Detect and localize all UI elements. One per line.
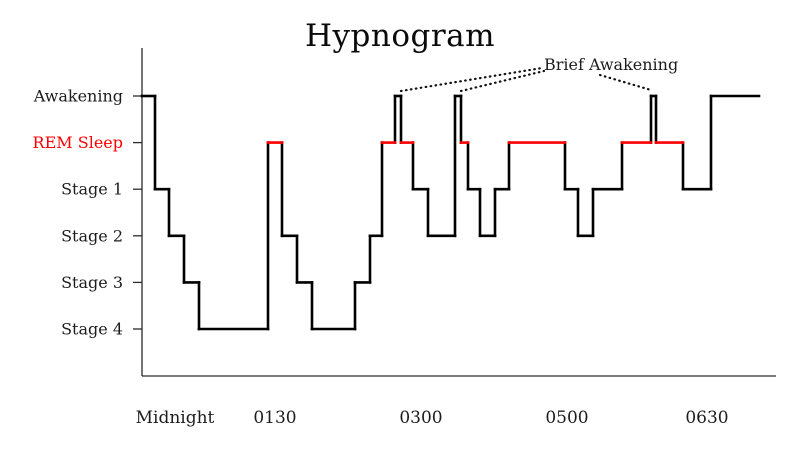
brief-awakening-annotation: Brief Awakening (544, 55, 679, 74)
y-axis-label-stage-4: Stage 4 (61, 320, 123, 339)
x-axis-label-0130: 0130 (253, 408, 296, 428)
x-axis-label-0500: 0500 (545, 408, 588, 428)
brief-awakening-connector-2 (459, 69, 546, 93)
y-axis-label-stage-3: Stage 3 (61, 273, 123, 292)
chart-title: Hypnogram (304, 18, 496, 54)
y-axis-label-awakening: Awakening (33, 87, 123, 106)
x-axis-label-0300: 0300 (399, 408, 442, 428)
brief-awakening-connector-3 (598, 73, 653, 92)
brief-awakening-connector-1 (399, 66, 544, 93)
x-axis-label-midnight: Midnight (136, 408, 215, 428)
y-axis-label-stage-1: Stage 1 (61, 180, 123, 199)
y-axis-label-rem-sleep: REM Sleep (33, 133, 123, 152)
x-axis-label-0630: 0630 (685, 408, 728, 428)
y-axis-label-stage-2: Stage 2 (61, 226, 123, 245)
